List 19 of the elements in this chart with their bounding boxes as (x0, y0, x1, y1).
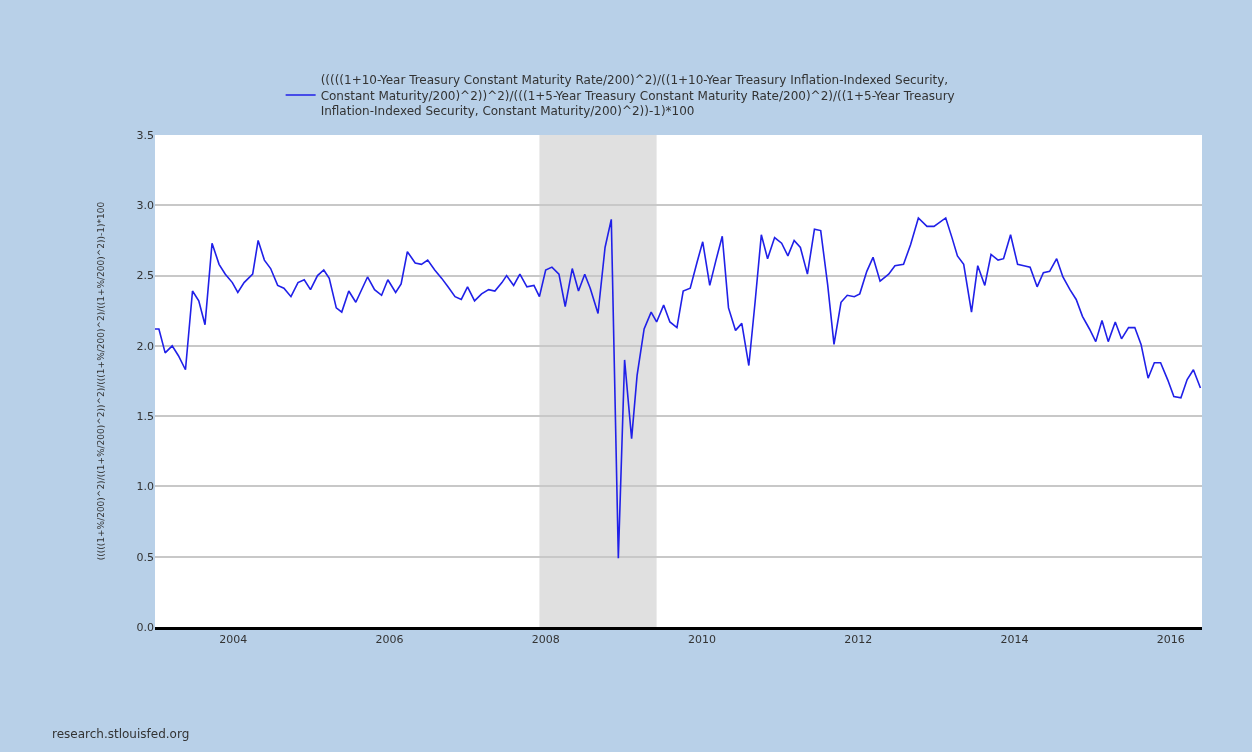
x-tick-label: 2012 (844, 633, 873, 647)
y-tick-label: 2.0 (136, 339, 154, 353)
y-tick-label: 1.5 (136, 409, 154, 423)
y-tick-label: 3.0 (136, 199, 154, 213)
x-tick-label: 2008 (531, 633, 560, 647)
x-tick-label: 2010 (687, 633, 716, 647)
y-tick-label: 2.5 (136, 269, 154, 283)
text: research.stlouisfed.org (52, 727, 190, 741)
x-tick-label: 2006 (375, 633, 404, 647)
y-tick-label: 0.5 (136, 550, 154, 564)
line-series (155, 217, 1202, 559)
legend-label: (((((1+10-Year Treasury Constant Maturity Rate/200)^2)/((1+10-Year Treasury Inflation-Indexed Security, Constant Maturity/200)^2))^2)/(((1+5-Year Treasury Constant Maturity Rate/200)^2)/((1+5-Year Treasury Inflation-Indexed Security, Constant Maturity/200)^2))-1)*100 (320, 73, 955, 119)
y-tick-label: 0.0 (136, 620, 154, 634)
y-tick-label: 3.5 (136, 128, 154, 142)
x-tick-label: 2016 (1156, 633, 1185, 647)
y-tick-label: 1.0 (136, 480, 154, 494)
x-tick-label: 2014 (1000, 633, 1029, 647)
y-axis-title: (((((1+%/200)^2)/((1+%/200)^2))^2)/(((1+%/200)^2)/((1+%/200)^2))-1)*100 (95, 201, 106, 561)
x-tick-label: 2004 (219, 633, 248, 647)
